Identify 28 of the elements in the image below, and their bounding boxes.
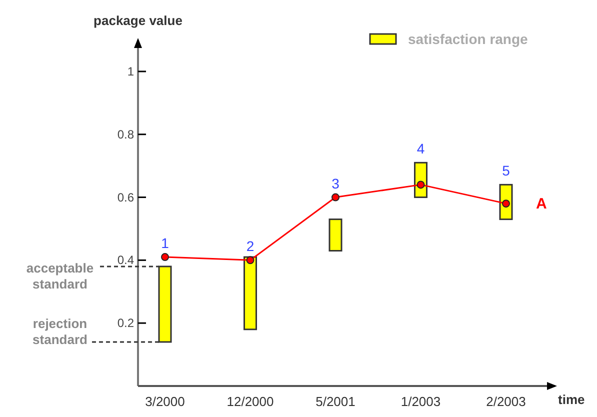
y-tick-label: 0.6 (117, 190, 134, 204)
point (416, 180, 425, 189)
annotation: 5 (502, 162, 510, 179)
annotation: 4 (416, 140, 425, 157)
series-label: A (536, 196, 547, 213)
x-tick-label: 2/2003 (486, 394, 526, 409)
legend-label: satisfaction range (408, 31, 528, 47)
y-tick-label: 0.8 (117, 127, 134, 142)
ref-line-label: rejection standard (32, 316, 88, 347)
x-tick-label: 5/2001 (316, 394, 356, 409)
y-tick-label: 0.2 (117, 316, 134, 330)
y-tick-label: 1 (127, 64, 134, 78)
bar (328, 218, 342, 252)
point (502, 200, 510, 208)
annotation: 1 (161, 235, 170, 252)
point (161, 253, 169, 262)
annotation: 3 (332, 175, 340, 192)
ref-line-label: acceptable standard (26, 260, 94, 292)
x-tick-label: 3/2000 (145, 394, 185, 409)
x-axis-title: time (558, 392, 585, 407)
x-tick-label: 12/2000 (226, 394, 274, 409)
bar (244, 256, 257, 330)
point (246, 256, 254, 264)
point (332, 193, 340, 202)
y-tick-label: 0.4 (117, 253, 134, 268)
x-tick-label: 1/2003 (400, 394, 441, 409)
annotation: 2 (246, 238, 254, 254)
y-axis-title: package value (94, 13, 182, 28)
